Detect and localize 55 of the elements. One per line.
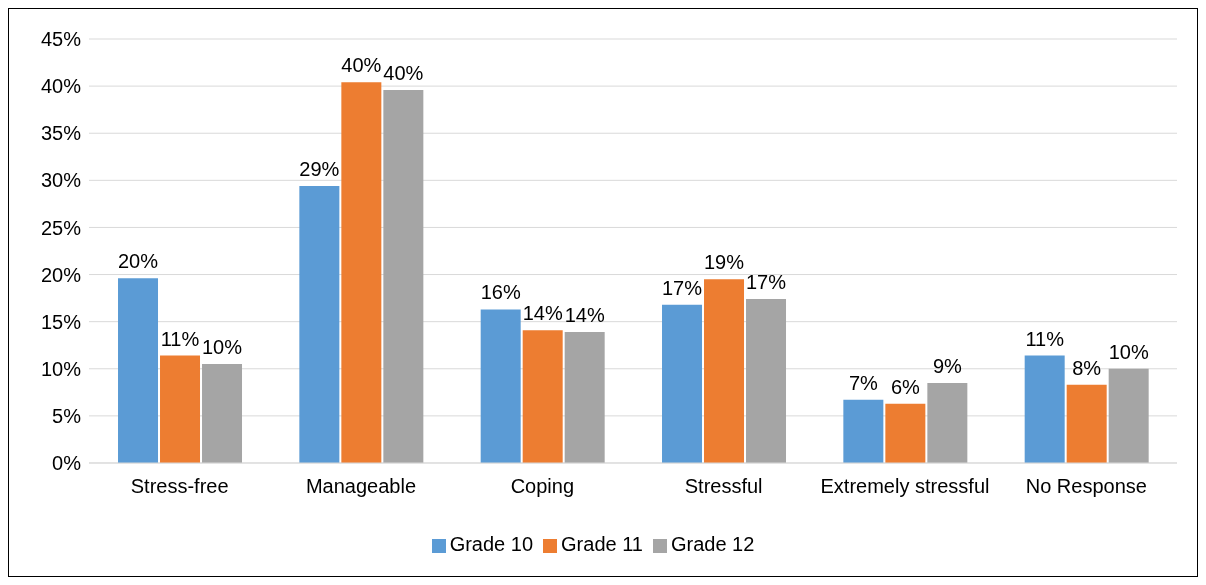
bar bbox=[927, 382, 968, 463]
legend-label: Grade 11 bbox=[561, 533, 643, 555]
y-tick-label: 20% bbox=[40, 263, 82, 286]
bar bbox=[662, 304, 703, 463]
bar bbox=[522, 330, 563, 463]
y-tick-label: 0% bbox=[52, 452, 82, 475]
x-tick-label: Stressful bbox=[684, 475, 763, 498]
data-label: 8% bbox=[1072, 356, 1102, 379]
bar bbox=[1066, 384, 1107, 463]
data-label: 7% bbox=[848, 371, 879, 394]
x-tick-label: Extremely stressful bbox=[820, 475, 990, 498]
bar bbox=[160, 355, 201, 463]
data-label: 10% bbox=[1108, 340, 1149, 363]
data-label: 14% bbox=[522, 302, 563, 325]
bar bbox=[1108, 368, 1149, 463]
bar bbox=[564, 332, 605, 463]
data-label: 19% bbox=[704, 251, 745, 274]
data-label: 16% bbox=[480, 281, 521, 304]
y-tick-label: 10% bbox=[40, 357, 82, 380]
y-tick-label: 45% bbox=[40, 28, 82, 51]
data-label: 17% bbox=[746, 271, 787, 294]
data-label: 9% bbox=[932, 354, 963, 377]
x-tick-label: No Response bbox=[1025, 475, 1147, 498]
data-label: 10% bbox=[202, 336, 243, 359]
data-label: 11% bbox=[1025, 327, 1065, 350]
bar bbox=[341, 82, 382, 463]
bar bbox=[1024, 355, 1065, 463]
data-label: 40% bbox=[383, 61, 424, 84]
legend-label: Grade 10 bbox=[449, 533, 534, 555]
y-tick-label: 35% bbox=[40, 122, 82, 145]
y-tick-label: 25% bbox=[40, 216, 82, 239]
data-label: 11% bbox=[160, 327, 200, 350]
y-tick-label: 5% bbox=[52, 404, 82, 427]
data-label: 6% bbox=[890, 375, 921, 398]
data-label: 17% bbox=[662, 276, 703, 299]
bar bbox=[202, 364, 243, 463]
data-label: 20% bbox=[118, 250, 159, 273]
bar bbox=[746, 299, 787, 463]
bar bbox=[480, 309, 521, 463]
y-tick-label: 15% bbox=[40, 310, 82, 333]
data-label: 29% bbox=[299, 157, 340, 180]
bar bbox=[299, 185, 340, 463]
legend-label: Grade 12 bbox=[670, 533, 755, 555]
x-tick-label: Coping bbox=[510, 475, 575, 498]
data-label: 40% bbox=[341, 54, 382, 77]
bar bbox=[885, 403, 926, 463]
bar bbox=[383, 89, 424, 463]
bar bbox=[118, 278, 159, 463]
x-tick-label: Stress-free bbox=[130, 475, 229, 498]
y-tick-label: 40% bbox=[40, 75, 82, 98]
y-tick-label: 30% bbox=[40, 169, 82, 192]
bar bbox=[704, 279, 745, 463]
data-label: 14% bbox=[564, 304, 605, 327]
x-tick-label: Manageable bbox=[305, 475, 417, 498]
bar bbox=[843, 399, 884, 463]
